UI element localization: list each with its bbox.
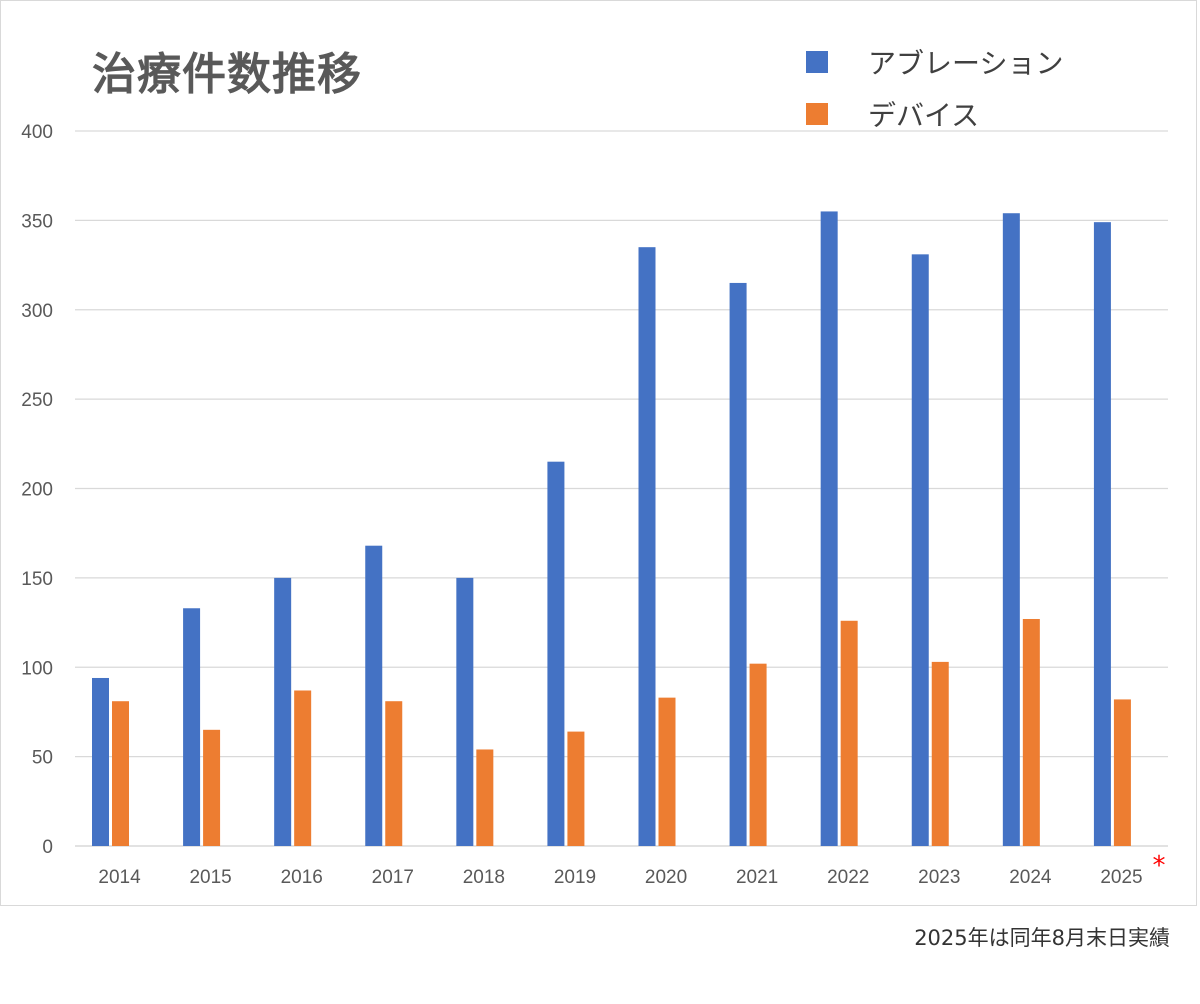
footnote: 2025年は同年8月末日実績 — [914, 926, 1170, 950]
y-tick-label: 150 — [21, 569, 53, 590]
legend-label-ablation: アブレーション — [868, 47, 1064, 80]
bar-ablation-2021 — [729, 282, 747, 846]
legend-swatch-device — [806, 103, 828, 125]
y-tick-label: 100 — [21, 658, 53, 679]
y-tick-label: 300 — [21, 301, 53, 322]
bar-ablation-2023 — [911, 254, 929, 846]
y-tick-label: 200 — [21, 480, 53, 501]
x-tick-label: 2015 — [189, 867, 231, 888]
x-tick-label: 2019 — [554, 867, 596, 888]
y-tick-label: 250 — [21, 390, 53, 411]
asterisk-mark: * — [1152, 851, 1165, 881]
x-tick-label: 2025 — [1100, 867, 1142, 888]
bar-ablation-2025 — [1093, 222, 1111, 847]
chart-title: 治療件数推移 — [92, 49, 362, 100]
x-tick-label: 2021 — [736, 867, 778, 888]
legend-label-device: デバイス — [868, 99, 980, 132]
bar-ablation-2019 — [547, 461, 565, 846]
y-tick-label: 350 — [21, 211, 53, 232]
bar-device-2021 — [749, 663, 767, 846]
bar-ablation-2017 — [365, 545, 383, 846]
x-tick-label: 2014 — [98, 867, 141, 888]
x-tick-label: 2016 — [281, 867, 323, 888]
bar-device-2015 — [203, 729, 221, 846]
bar-device-2020 — [658, 697, 676, 846]
bar-device-2025 — [1113, 699, 1131, 846]
legend-item-ablation: アブレーション — [806, 42, 1063, 82]
bar-ablation-2020 — [638, 247, 656, 846]
bar-ablation-2015 — [183, 608, 201, 846]
bar-ablation-2022 — [820, 211, 838, 846]
bar-device-2014 — [112, 701, 129, 846]
x-tick-label: 2024 — [1009, 867, 1052, 888]
y-tick-label: 400 — [21, 122, 53, 143]
x-tick-label: 2022 — [827, 867, 869, 888]
x-tick-label: 2018 — [463, 867, 505, 888]
x-tick-label: 2017 — [372, 867, 414, 888]
bar-ablation-2016 — [274, 577, 292, 846]
bar-device-2024 — [1022, 618, 1040, 846]
x-tick-label: 2020 — [645, 867, 687, 888]
bar-ablation-2014 — [92, 677, 109, 846]
bar-device-2017 — [385, 701, 403, 846]
bar-device-2016 — [294, 690, 312, 846]
legend-item-device: デバイス — [806, 94, 979, 134]
bar-ablation-2024 — [1002, 213, 1020, 847]
bar-chart: 0 50 100 150 200 250 300 350 400 2014 2015 2016 2017… — [21, 122, 1168, 888]
chart-frame — [0, 0, 1197, 906]
bar-device-2022 — [840, 620, 858, 846]
x-tick-label: 2023 — [918, 867, 960, 888]
y-tick-label: 50 — [32, 748, 53, 769]
bar-ablation-2018 — [456, 577, 474, 846]
bar-device-2018 — [476, 749, 494, 846]
legend-swatch-ablation — [806, 51, 828, 73]
y-tick-label: 0 — [42, 837, 53, 858]
bar-device-2023 — [931, 661, 949, 846]
bar-device-2019 — [567, 731, 585, 846]
